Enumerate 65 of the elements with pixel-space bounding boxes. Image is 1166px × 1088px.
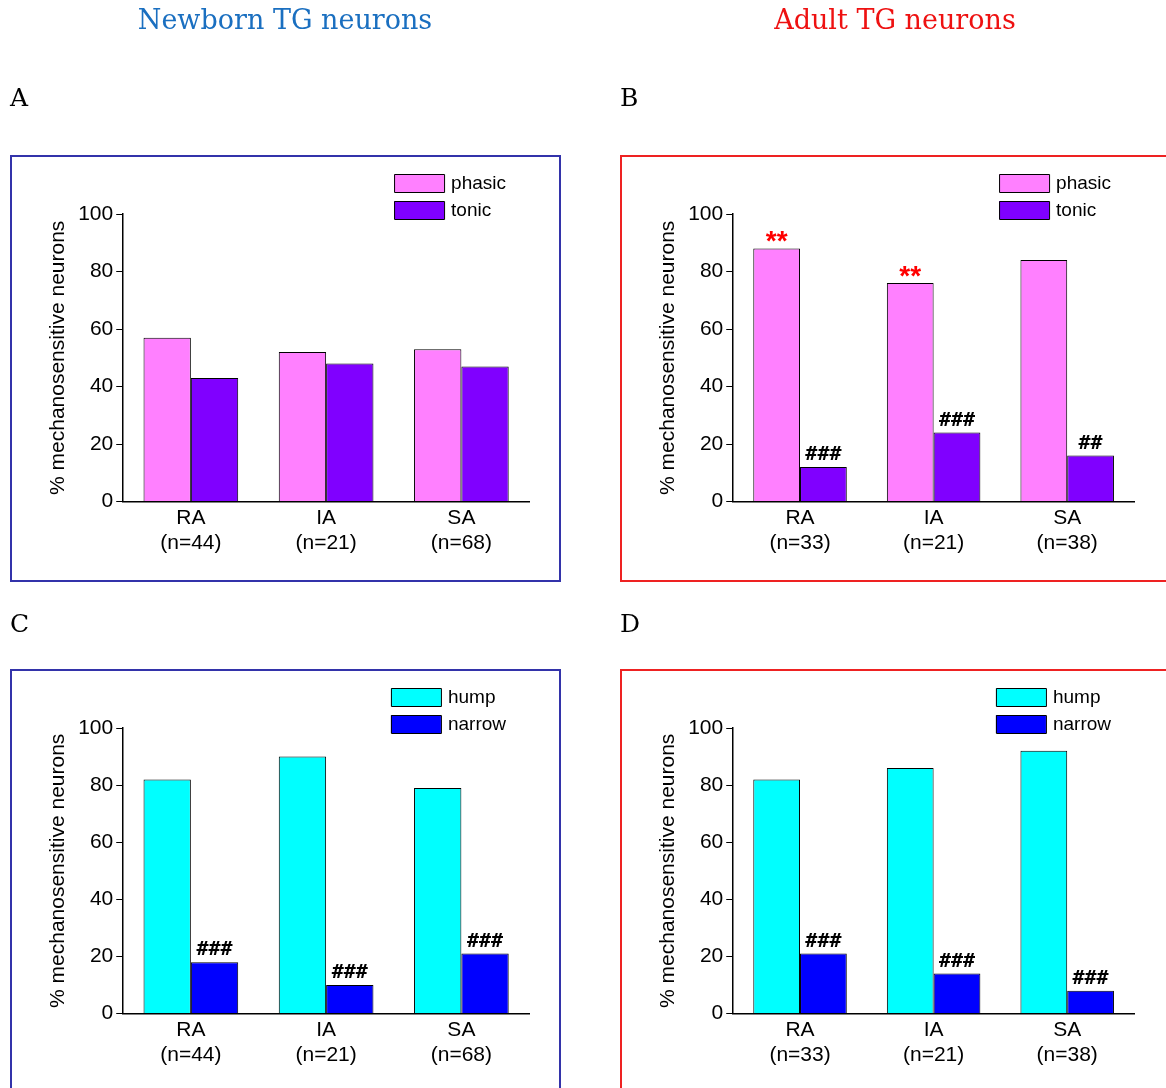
y-tick-label: 0 bbox=[101, 1000, 114, 1024]
annotation: ### bbox=[938, 406, 976, 431]
chart-title: Newborn TG neurons bbox=[136, 4, 434, 35]
y-tick-label: 80 bbox=[89, 258, 114, 282]
x-tick-label: IA (n=21) bbox=[295, 505, 357, 554]
annotation: ### bbox=[331, 959, 368, 984]
legend-label: hump bbox=[447, 686, 496, 708]
y-tick-label: 60 bbox=[89, 829, 114, 853]
y-tick-label: 40 bbox=[699, 886, 724, 910]
y-tick-label: 60 bbox=[699, 315, 724, 339]
x-tick-label: SA (n=68) bbox=[430, 505, 493, 554]
annotation: ### bbox=[938, 947, 976, 972]
y-tick-label: 100 bbox=[688, 200, 724, 224]
y-tick-label: 0 bbox=[711, 488, 724, 512]
y-tick-label: 60 bbox=[89, 315, 114, 339]
y-tick-label: 60 bbox=[699, 829, 724, 853]
y-tick-label: 40 bbox=[89, 886, 114, 910]
y-axis-title: % mechanosensitive neurons bbox=[45, 220, 69, 495]
legend-label: hump bbox=[1052, 686, 1101, 708]
y-tick-label: 20 bbox=[699, 943, 724, 967]
x-tick-label: SA (n=68) bbox=[430, 1017, 493, 1066]
legend-label: tonic bbox=[451, 199, 492, 221]
y-tick-label: 20 bbox=[89, 430, 114, 454]
y-tick-label: 0 bbox=[711, 1000, 724, 1024]
text: B bbox=[620, 83, 639, 112]
annotation: ## bbox=[1078, 429, 1103, 454]
y-tick-label: 100 bbox=[78, 200, 114, 224]
x-tick-label: IA (n=21) bbox=[902, 505, 965, 554]
y-tick-label: 80 bbox=[699, 771, 724, 795]
annotation: ** bbox=[765, 225, 788, 257]
y-tick-label: 80 bbox=[89, 771, 114, 795]
y-axis-title: % mechanosensitive neurons bbox=[655, 220, 679, 495]
text: D bbox=[620, 609, 641, 638]
y-tick-label: 80 bbox=[699, 258, 724, 282]
annotation: ### bbox=[805, 927, 842, 952]
annotation: ** bbox=[899, 259, 922, 291]
y-tick-label: 20 bbox=[699, 430, 724, 454]
annotation: ### bbox=[466, 927, 504, 952]
text: A bbox=[10, 83, 29, 112]
x-tick-label: SA (n=38) bbox=[1036, 1017, 1098, 1066]
annotation: ### bbox=[196, 936, 233, 961]
legend-label: narrow bbox=[1052, 713, 1112, 735]
x-tick-label: RA (n=44) bbox=[160, 505, 222, 554]
y-tick-label: 40 bbox=[89, 373, 114, 397]
y-tick-label: 40 bbox=[699, 373, 724, 397]
text: C bbox=[10, 609, 30, 638]
legend-label: phasic bbox=[1056, 172, 1111, 194]
annotation: ### bbox=[1072, 964, 1109, 989]
legend-label: tonic bbox=[1056, 199, 1097, 221]
y-axis-title: % mechanosensitive neurons bbox=[45, 733, 69, 1008]
x-tick-label: SA (n=38) bbox=[1036, 505, 1098, 554]
x-tick-label: RA (n=33) bbox=[769, 1017, 831, 1066]
chart-title: Adult TG neurons bbox=[773, 4, 1017, 35]
y-tick-label: 20 bbox=[89, 943, 114, 967]
y-tick-label: 100 bbox=[78, 714, 114, 738]
y-axis-title: % mechanosensitive neurons bbox=[655, 733, 679, 1008]
x-tick-label: RA (n=44) bbox=[160, 1017, 222, 1066]
y-tick-label: 0 bbox=[101, 488, 114, 512]
legend-label: phasic bbox=[451, 172, 506, 194]
x-tick-label: IA (n=21) bbox=[902, 1017, 965, 1066]
annotation: ### bbox=[805, 441, 842, 466]
legend-label: narrow bbox=[447, 713, 507, 735]
y-tick-label: 100 bbox=[688, 714, 724, 738]
x-tick-label: RA (n=33) bbox=[769, 505, 831, 554]
x-tick-label: IA (n=21) bbox=[295, 1017, 357, 1066]
